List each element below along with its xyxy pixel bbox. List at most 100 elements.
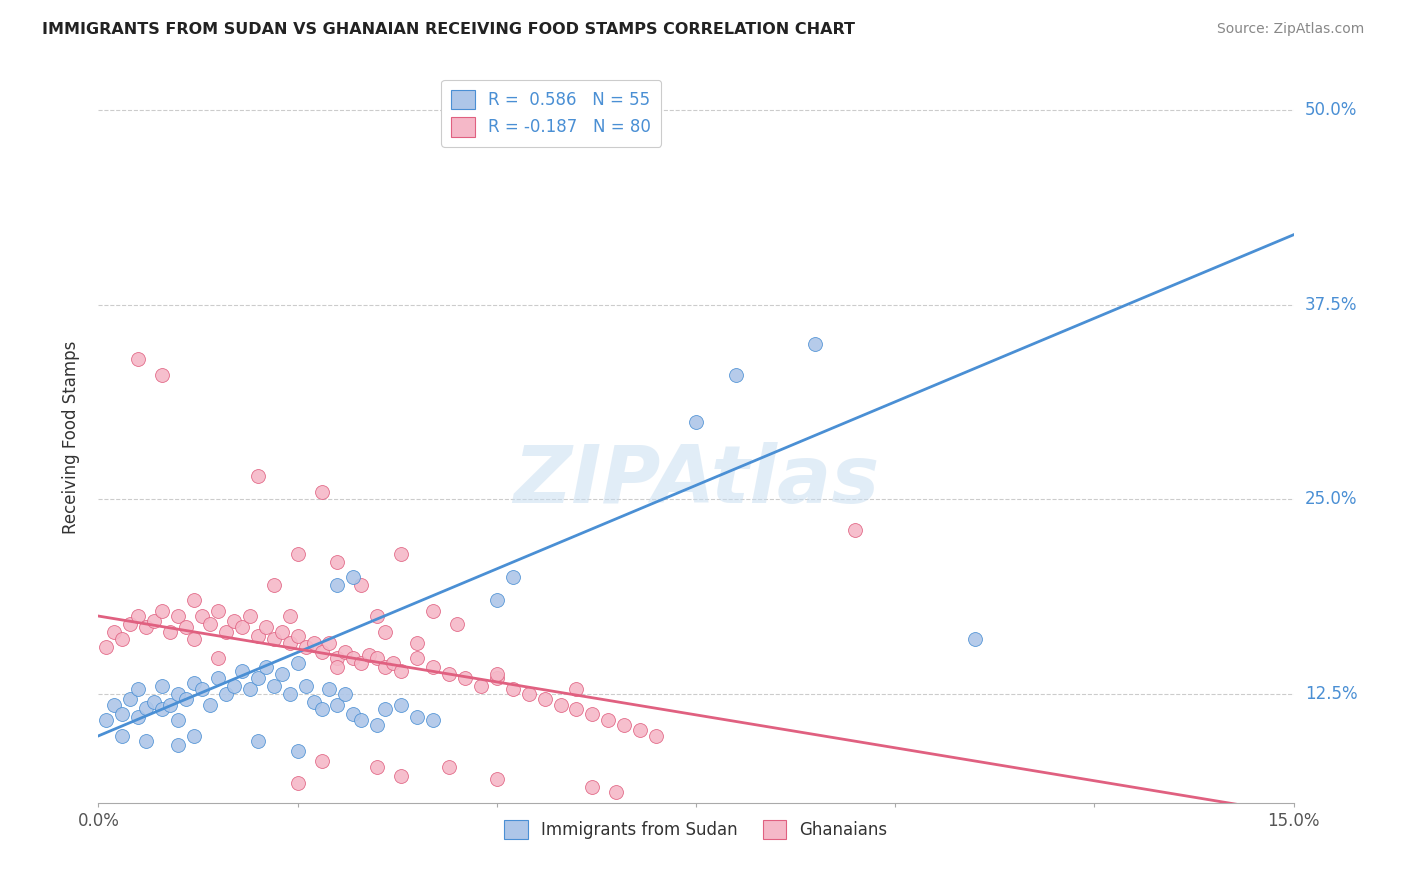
Text: IMMIGRANTS FROM SUDAN VS GHANAIAN RECEIVING FOOD STAMPS CORRELATION CHART: IMMIGRANTS FROM SUDAN VS GHANAIAN RECEIV… bbox=[42, 22, 855, 37]
Point bbox=[628, 723, 651, 737]
Point bbox=[517, 687, 540, 701]
Point bbox=[302, 695, 325, 709]
Point bbox=[191, 609, 214, 624]
Point bbox=[550, 698, 572, 712]
Point bbox=[350, 656, 373, 670]
Point bbox=[127, 682, 149, 697]
Point bbox=[406, 710, 429, 724]
Point bbox=[287, 744, 309, 758]
Point bbox=[645, 729, 668, 743]
Point bbox=[533, 691, 555, 706]
Point bbox=[605, 785, 627, 799]
Point bbox=[263, 632, 285, 647]
Point bbox=[231, 664, 253, 678]
Point bbox=[111, 729, 134, 743]
Text: 12.5%: 12.5% bbox=[1305, 685, 1357, 703]
Point bbox=[485, 671, 508, 685]
Point bbox=[150, 368, 173, 382]
Point bbox=[350, 578, 373, 592]
Point bbox=[278, 609, 301, 624]
Point bbox=[167, 609, 190, 624]
Point bbox=[246, 733, 269, 747]
Point bbox=[446, 616, 468, 631]
Point bbox=[120, 691, 142, 706]
Point bbox=[382, 656, 405, 670]
Point bbox=[135, 701, 157, 715]
Point bbox=[326, 651, 349, 665]
Point bbox=[127, 710, 149, 724]
Point bbox=[389, 769, 412, 783]
Point bbox=[366, 609, 388, 624]
Point bbox=[311, 702, 333, 716]
Point bbox=[342, 570, 364, 584]
Point bbox=[359, 648, 381, 662]
Point bbox=[422, 660, 444, 674]
Point bbox=[207, 604, 229, 618]
Point bbox=[207, 671, 229, 685]
Text: 37.5%: 37.5% bbox=[1305, 296, 1357, 314]
Point bbox=[270, 666, 292, 681]
Point bbox=[598, 714, 620, 728]
Point bbox=[844, 524, 866, 538]
Point bbox=[311, 484, 333, 499]
Point bbox=[150, 679, 173, 693]
Point bbox=[183, 729, 205, 743]
Point bbox=[135, 620, 157, 634]
Point bbox=[342, 651, 364, 665]
Point bbox=[278, 635, 301, 649]
Point bbox=[581, 780, 603, 795]
Point bbox=[231, 620, 253, 634]
Point bbox=[389, 664, 412, 678]
Point bbox=[183, 632, 205, 647]
Point bbox=[335, 645, 357, 659]
Point bbox=[103, 624, 125, 639]
Point bbox=[350, 714, 373, 728]
Point bbox=[174, 620, 197, 634]
Point bbox=[302, 635, 325, 649]
Text: 25.0%: 25.0% bbox=[1305, 491, 1357, 508]
Point bbox=[485, 666, 508, 681]
Point bbox=[422, 604, 444, 618]
Point bbox=[963, 632, 986, 647]
Point bbox=[198, 698, 221, 712]
Point bbox=[581, 707, 603, 722]
Legend: Immigrants from Sudan, Ghanaians: Immigrants from Sudan, Ghanaians bbox=[498, 814, 894, 846]
Point bbox=[311, 645, 333, 659]
Point bbox=[246, 469, 269, 483]
Point bbox=[278, 687, 301, 701]
Point bbox=[342, 707, 364, 722]
Point bbox=[294, 679, 316, 693]
Point bbox=[239, 609, 262, 624]
Point bbox=[239, 682, 262, 697]
Point bbox=[167, 687, 190, 701]
Point bbox=[143, 695, 166, 709]
Point bbox=[502, 570, 524, 584]
Point bbox=[287, 629, 309, 643]
Point bbox=[270, 624, 292, 639]
Point bbox=[215, 624, 238, 639]
Point bbox=[135, 733, 157, 747]
Point bbox=[191, 682, 214, 697]
Point bbox=[198, 616, 221, 631]
Point bbox=[374, 624, 396, 639]
Point bbox=[502, 682, 524, 697]
Point bbox=[406, 651, 429, 665]
Point bbox=[222, 614, 245, 628]
Point bbox=[263, 679, 285, 693]
Point bbox=[159, 624, 181, 639]
Y-axis label: Receiving Food Stamps: Receiving Food Stamps bbox=[62, 341, 80, 533]
Point bbox=[374, 702, 396, 716]
Point bbox=[120, 616, 142, 631]
Point bbox=[127, 352, 149, 367]
Point bbox=[366, 760, 388, 774]
Point bbox=[215, 687, 238, 701]
Point bbox=[222, 679, 245, 693]
Point bbox=[183, 676, 205, 690]
Point bbox=[565, 702, 588, 716]
Point bbox=[422, 714, 444, 728]
Point bbox=[174, 691, 197, 706]
Point bbox=[454, 671, 477, 685]
Point bbox=[389, 547, 412, 561]
Text: 50.0%: 50.0% bbox=[1305, 102, 1357, 120]
Point bbox=[366, 651, 388, 665]
